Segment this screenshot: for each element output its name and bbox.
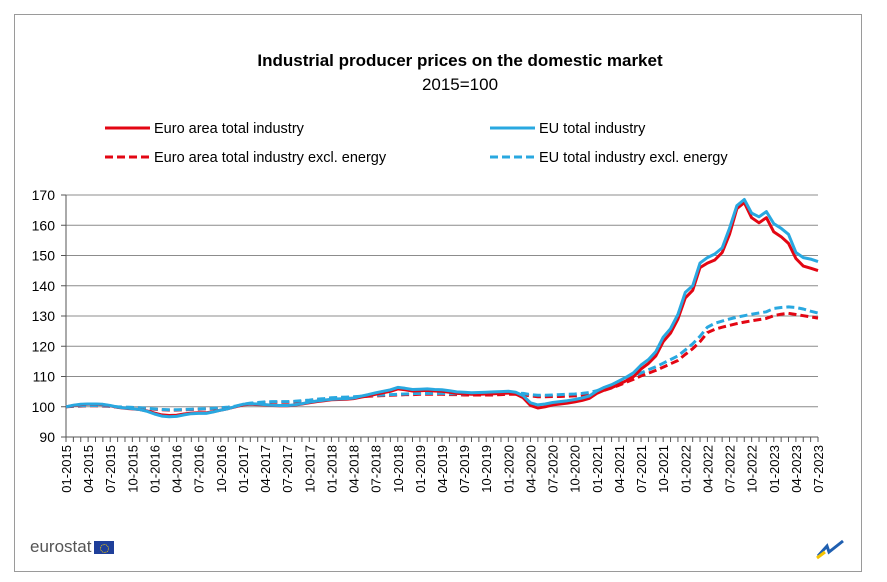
series-line xyxy=(65,305,819,412)
y-tick-label: 90 xyxy=(39,429,55,445)
x-tick-label: 01-2022 xyxy=(678,445,693,493)
x-tick-label: 10-2020 xyxy=(568,445,583,493)
x-tick-label: 01-2021 xyxy=(590,445,605,493)
y-tick-label: 160 xyxy=(32,217,56,233)
x-tick-label: 07-2020 xyxy=(546,445,561,493)
y-tick-label: 140 xyxy=(32,278,56,294)
chart-title: Industrial producer prices on the domest… xyxy=(257,51,663,70)
x-tick-label: 10-2021 xyxy=(656,445,671,493)
gridlines xyxy=(66,194,818,408)
series-lines xyxy=(65,198,819,419)
y-tick-label: 150 xyxy=(32,248,56,264)
legend: Euro area total industry EU total industr… xyxy=(105,121,728,166)
x-tick-label: 04-2020 xyxy=(523,445,538,493)
x-tick-label: 04-2019 xyxy=(435,445,450,493)
legend-label: Euro area total industry xyxy=(154,121,305,137)
y-axis: 90 100 110 120 130 140 150 160 170 xyxy=(32,187,67,445)
x-tick-label: 04-2017 xyxy=(258,445,273,493)
x-tick-label: 07-2018 xyxy=(369,445,384,493)
legend-label: EU total industry xyxy=(539,121,646,137)
x-tick-label: 01-2020 xyxy=(501,445,516,493)
eurostat-logo: eurostat xyxy=(30,537,115,557)
x-tick-label: 07-2021 xyxy=(634,445,649,493)
x-tick-label: 04-2015 xyxy=(81,445,96,493)
x-tick-label: 01-2023 xyxy=(767,445,782,493)
x-tick-label: 07-2016 xyxy=(192,445,207,493)
x-tick-label: 10-2015 xyxy=(125,445,140,493)
logo-text: eurostat xyxy=(30,537,92,556)
x-tick-label: 10-2019 xyxy=(479,445,494,493)
x-tick-label: 04-2021 xyxy=(612,445,627,493)
x-axis: 01-2015 04-2015 07-2015 10-2015 01-2016 04-20… xyxy=(59,436,826,493)
legend-label: EU total industry excl. energy xyxy=(539,150,728,166)
eurostat-mark-icon xyxy=(816,539,844,560)
x-tick-label: 01-2017 xyxy=(236,445,251,493)
x-tick-label: 01-2015 xyxy=(59,445,74,493)
x-tick-label: 10-2016 xyxy=(214,445,229,493)
series-line xyxy=(65,201,819,417)
x-tick-label: 07-2017 xyxy=(280,445,295,493)
x-tick-label: 04-2022 xyxy=(700,445,715,493)
y-tick-label: 110 xyxy=(33,369,56,385)
x-tick-label: 04-2016 xyxy=(170,445,185,493)
legend-label: Euro area total industry excl. energy xyxy=(154,150,387,166)
y-tick-label: 170 xyxy=(32,187,56,203)
chart-frame xyxy=(14,14,862,572)
x-tick-label: 01-2019 xyxy=(413,445,428,493)
x-tick-label: 07-2019 xyxy=(457,445,472,493)
x-tick-label: 07-2023 xyxy=(811,445,826,493)
x-tick-label: 07-2015 xyxy=(103,445,118,493)
x-tick-label: 04-2018 xyxy=(347,445,362,493)
x-tick-label: 10-2017 xyxy=(302,445,317,493)
chart-subtitle: 2015=100 xyxy=(422,75,498,94)
eu-flag-icon xyxy=(94,540,115,554)
y-tick-label: 100 xyxy=(32,399,56,415)
x-tick-label: 01-2016 xyxy=(147,445,162,493)
y-tick-label: 130 xyxy=(32,308,56,324)
x-tick-label: 10-2022 xyxy=(745,445,760,493)
x-tick-label: 10-2018 xyxy=(391,445,406,493)
y-tick-label: 120 xyxy=(32,338,56,354)
series-line xyxy=(65,198,819,419)
x-tick-label: 01-2018 xyxy=(324,445,339,493)
x-tick-label: 07-2022 xyxy=(723,445,738,493)
x-tick-label: 04-2023 xyxy=(789,445,804,493)
